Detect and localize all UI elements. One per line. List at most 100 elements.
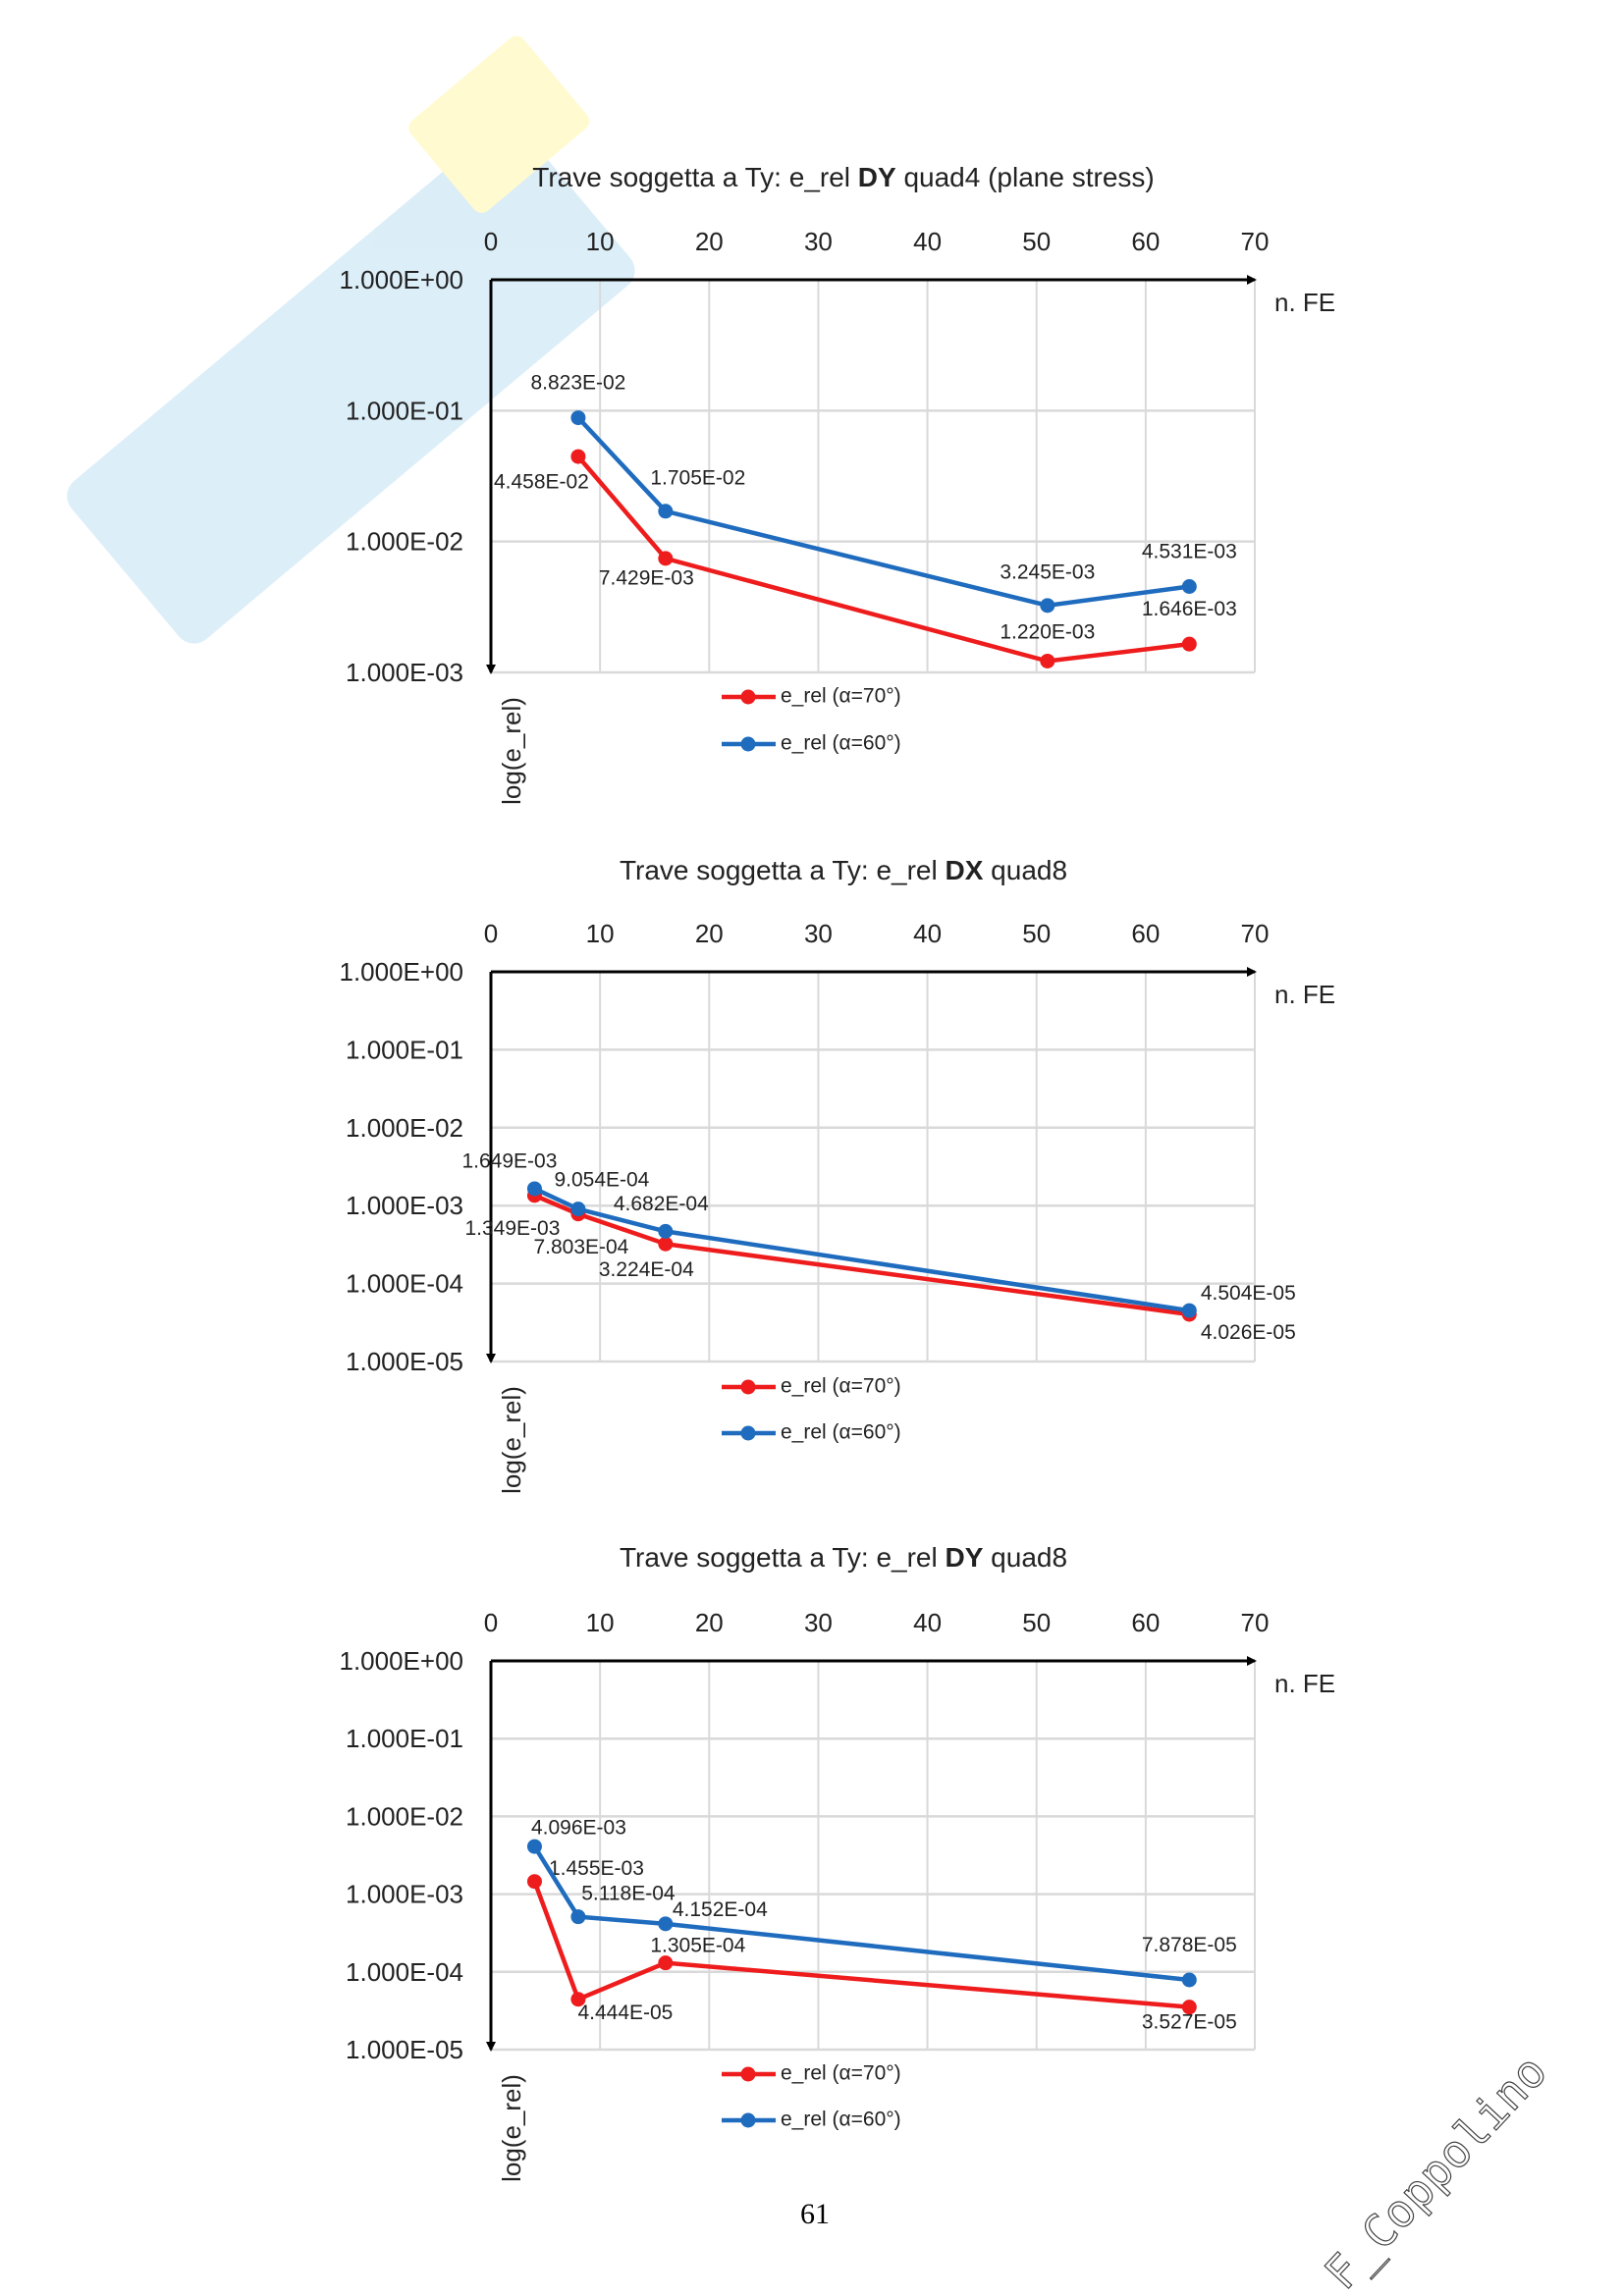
- x-tick-label: 50: [1022, 1608, 1051, 1637]
- x-tick-label: 30: [804, 919, 833, 948]
- x-tick-label: 20: [695, 919, 724, 948]
- chart-title-suffix: quad8: [983, 855, 1067, 885]
- chart-title-suffix: quad4 (plane stress): [896, 162, 1155, 192]
- data-point-red: [526, 1874, 542, 1890]
- chart-title-prefix: Trave soggetta a Ty: e_rel: [620, 855, 946, 885]
- data-label: 4.531E-03: [1142, 541, 1237, 563]
- legend-marker-blue: [740, 1425, 756, 1441]
- chart-title: Trave soggetta a Ty: e_rel DY quad8: [620, 1542, 1067, 1573]
- x-tick-label: 30: [804, 1608, 833, 1637]
- data-label: 4.682E-04: [614, 1193, 709, 1215]
- data-label: 1.349E-03: [464, 1217, 560, 1240]
- data-point-blue: [526, 1839, 542, 1854]
- x-axis-label: n. FE: [1274, 1669, 1335, 1698]
- data-label: 1.305E-04: [650, 1935, 745, 1957]
- chart-title-suffix: quad8: [983, 1542, 1067, 1573]
- watermark-logo-accent: [408, 35, 590, 213]
- legend-marker-red: [740, 2066, 756, 2082]
- series-line-blue: [533, 1186, 1190, 1313]
- chart-title: Trave soggetta a Ty: e_rel DX quad8: [620, 855, 1067, 885]
- data-point-red: [1181, 2000, 1197, 2015]
- legend-label: e_rel (α=60°): [781, 732, 901, 755]
- series-line-red: [532, 1880, 1190, 2009]
- legend-label: e_rel (α=60°): [781, 2109, 901, 2131]
- legend-label: e_rel (α=70°): [781, 685, 901, 708]
- data-label: 1.455E-03: [549, 1857, 644, 1880]
- data-label: 4.152E-04: [673, 1898, 768, 1921]
- data-point-blue: [658, 504, 674, 519]
- data-label: 7.429E-03: [599, 566, 694, 589]
- data-label: 4.444E-05: [577, 2002, 673, 2024]
- data-point-blue: [1181, 1303, 1197, 1318]
- data-label: 1.705E-02: [650, 466, 745, 489]
- data-label: 7.803E-04: [533, 1236, 628, 1258]
- legend-marker-red: [740, 1379, 756, 1395]
- data-label: 4.096E-03: [531, 1817, 626, 1840]
- data-point-red: [1181, 636, 1197, 652]
- x-tick-label: 70: [1241, 1608, 1270, 1637]
- signature-watermark: F_Coppolino: [1315, 2045, 1557, 2296]
- data-label: 4.458E-02: [494, 471, 589, 494]
- watermark-logo-shape: [67, 123, 635, 644]
- x-tick-label: 0: [484, 919, 498, 948]
- x-tick-label: 40: [913, 227, 942, 256]
- x-tick-label: 40: [913, 1608, 942, 1637]
- y-tick-label: 1.000E-04: [346, 1957, 463, 1987]
- x-tick-label: 60: [1131, 919, 1160, 948]
- data-point-red: [658, 1236, 674, 1252]
- x-tick-label: 0: [484, 227, 498, 256]
- page-number: 61: [800, 2198, 830, 2230]
- legend-label: e_rel (α=70°): [781, 2062, 901, 2085]
- data-label: 1.220E-03: [1000, 621, 1095, 644]
- y-tick-label: 1.000E-01: [346, 1724, 463, 1753]
- y-tick-label: 1.000E-05: [346, 1347, 463, 1376]
- y-tick-label: 1.000E-01: [346, 396, 463, 425]
- x-tick-label: 50: [1022, 919, 1051, 948]
- y-tick-label: 1.000E-02: [346, 1113, 463, 1143]
- chart-title-prefix: Trave soggetta a Ty: e_rel: [620, 1542, 946, 1573]
- data-label: 8.823E-02: [530, 372, 625, 395]
- series-line-red: [576, 454, 1190, 664]
- data-point-red: [658, 551, 674, 566]
- x-axis-label: n. FE: [1274, 288, 1335, 317]
- x-tick-label: 60: [1131, 227, 1160, 256]
- x-tick-label: 10: [586, 1608, 615, 1637]
- x-tick-label: 10: [586, 919, 615, 948]
- y-tick-label: 1.000E-04: [346, 1269, 463, 1299]
- x-tick-label: 50: [1022, 227, 1051, 256]
- y-axis-label: log(e_rel): [497, 2074, 526, 2182]
- data-point-red: [570, 449, 586, 464]
- x-tick-label: 20: [695, 227, 724, 256]
- data-point-blue: [658, 1916, 674, 1932]
- y-axis-label: log(e_rel): [497, 1386, 526, 1494]
- legend-label: e_rel (α=70°): [781, 1375, 901, 1398]
- data-label: 3.224E-04: [599, 1258, 694, 1281]
- y-tick-label: 1.000E-01: [346, 1035, 463, 1064]
- data-point-blue: [570, 1201, 586, 1217]
- chart-title-bold: DY: [858, 162, 896, 192]
- data-label: 1.646E-03: [1142, 598, 1237, 620]
- x-tick-label: 70: [1241, 227, 1270, 256]
- data-point-blue: [1181, 579, 1197, 595]
- data-label: 5.118E-04: [581, 1883, 676, 1905]
- x-tick-label: 60: [1131, 1608, 1160, 1637]
- legend-marker-blue: [740, 2112, 756, 2128]
- skuola-watermark-logo: [67, 35, 635, 644]
- data-label: 3.245E-03: [1000, 561, 1095, 583]
- y-tick-label: 1.000E+00: [339, 265, 463, 294]
- data-point-blue: [1040, 598, 1055, 614]
- series-line-blue: [576, 416, 1190, 609]
- data-label: 7.878E-05: [1142, 1934, 1237, 1956]
- chart-title-bold: DX: [945, 855, 983, 885]
- data-point-blue: [526, 1181, 542, 1197]
- x-tick-label: 40: [913, 919, 942, 948]
- chart-2: Trave soggetta a Ty: e_rel DX quad8 0 10 20…: [339, 855, 1335, 1494]
- data-label: 4.504E-05: [1201, 1282, 1296, 1305]
- data-point-red: [570, 1992, 586, 2007]
- legend-marker-blue: [740, 736, 756, 752]
- series-line-blue: [532, 1844, 1190, 1983]
- data-label: 3.527E-05: [1142, 2011, 1237, 2034]
- data-point-blue: [570, 1909, 586, 1925]
- x-tick-label: 0: [484, 1608, 498, 1637]
